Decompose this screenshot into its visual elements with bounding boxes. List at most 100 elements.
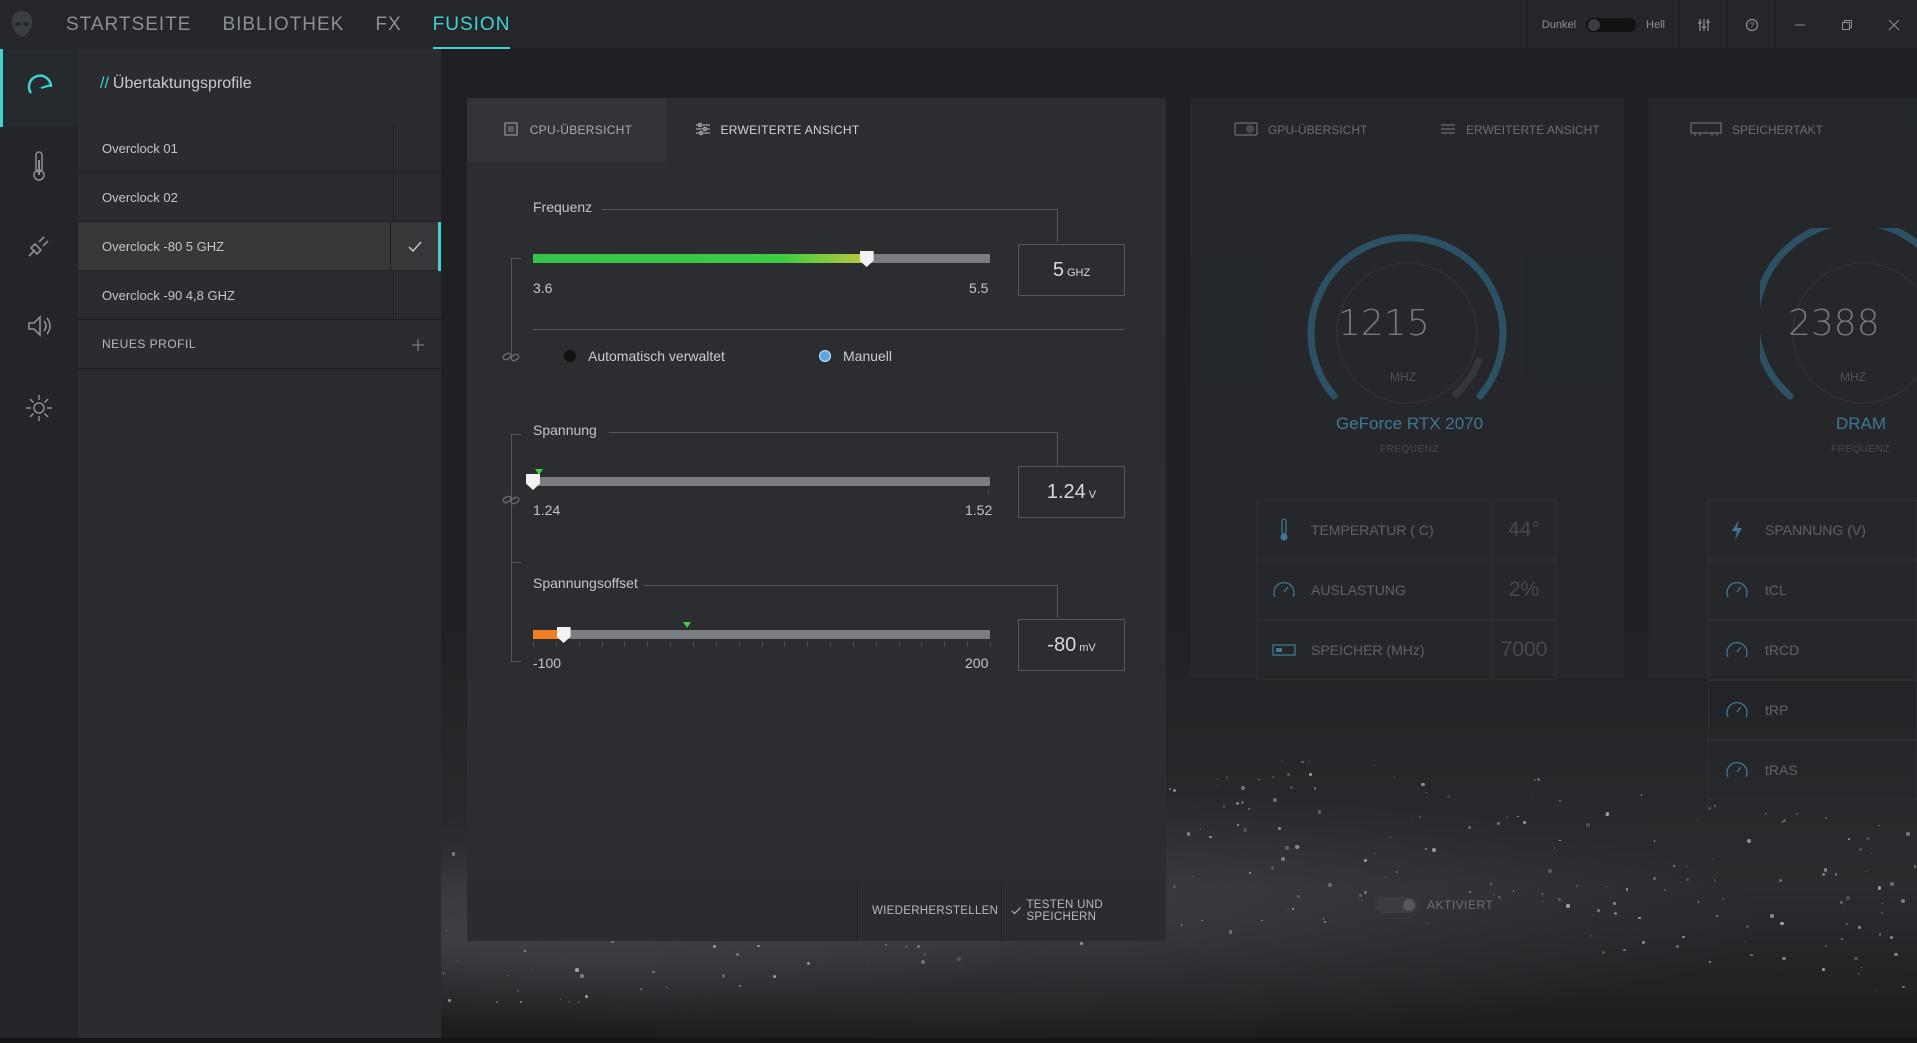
restore-icon[interactable] (1823, 0, 1870, 49)
slider-tick (990, 642, 991, 647)
particle (1605, 886, 1607, 888)
particle (1707, 807, 1711, 811)
restore-button[interactable]: WIEDERHERSTELLEN (857, 881, 1001, 941)
radio-dot-off (564, 350, 576, 362)
particle (1301, 760, 1304, 763)
test-and-save-button[interactable]: TESTEN UND SPEICHERN (1001, 881, 1166, 941)
voltage-max: 1.52 (965, 502, 993, 518)
particle (1292, 907, 1295, 910)
radio-manual[interactable]: Manuell (819, 348, 892, 364)
particle (1548, 869, 1552, 873)
particle (738, 985, 742, 988)
stat-label: tCL (1765, 582, 1787, 598)
profile-item[interactable]: Overclock -90 4,8 GHZ (78, 271, 441, 320)
profile-action[interactable] (393, 124, 441, 173)
frequency-value-field[interactable]: 5 GHZ (1018, 244, 1125, 296)
particle (1225, 776, 1228, 779)
particle (610, 940, 614, 944)
speedometer-icon (27, 74, 52, 94)
voltage-value-field[interactable]: 1.24 V (1018, 466, 1125, 518)
particle (1201, 919, 1203, 922)
slider-tick (988, 489, 989, 494)
particle (1708, 960, 1712, 963)
tab-cpu-advanced[interactable]: ERWEITERTE ANSICHT (667, 98, 887, 162)
plus-icon[interactable] (394, 320, 441, 369)
radio-auto-managed[interactable]: Automatisch verwaltet (564, 348, 725, 364)
stat-value: 44° (1492, 500, 1555, 560)
particle (1840, 938, 1843, 940)
particle (446, 929, 448, 932)
tab-cpu-overview[interactable]: CPU-ÜBERSICHT (467, 98, 667, 162)
slider-tick (578, 642, 580, 647)
rail-audio[interactable] (0, 287, 78, 365)
settings-sliders-icon[interactable] (1680, 0, 1728, 49)
particle (736, 952, 740, 957)
rail-thermal[interactable] (0, 127, 78, 205)
tab-gpu-overview[interactable]: GPU-ÜBERSICHT (1234, 98, 1367, 162)
minimize-icon[interactable] (1776, 0, 1823, 49)
close-icon[interactable] (1870, 0, 1917, 49)
profile-action[interactable] (393, 271, 441, 320)
particle (1640, 794, 1642, 796)
rail-power[interactable] (0, 207, 78, 285)
rail-lighting[interactable] (0, 369, 78, 447)
rail-performance[interactable] (0, 49, 78, 127)
frequency-value: 5 (1052, 258, 1064, 281)
particle (1565, 904, 1570, 909)
particle (1878, 824, 1880, 827)
svg-text:?: ? (1749, 21, 1754, 30)
particle (1228, 930, 1233, 934)
theme-toggle[interactable] (1586, 17, 1637, 32)
particle (1523, 820, 1527, 824)
particle (1663, 889, 1666, 892)
profile-item[interactable]: Overclock 02 (78, 173, 441, 222)
particle (1906, 832, 1910, 836)
gpu-activated-toggle[interactable]: AKTIVIERT (1375, 897, 1493, 913)
particle (523, 950, 526, 953)
profile-item-selected[interactable]: Overclock -80 5 GHZ (78, 222, 441, 271)
frequency-slider[interactable] (533, 254, 990, 263)
particle (1273, 798, 1278, 803)
gpu-stat-temperature: TEMPERATUR ( C) 44° (1256, 500, 1556, 560)
frequency-slider-thumb[interactable] (859, 251, 874, 267)
particle (665, 986, 668, 989)
particle (1261, 920, 1263, 922)
connector-line (511, 258, 521, 259)
nav-fx[interactable]: FX (375, 14, 402, 35)
tab-gpu-advanced[interactable]: ERWEITERTE ANSICHT (1440, 98, 1600, 162)
toggle-switch[interactable] (1375, 897, 1417, 913)
particle (532, 967, 534, 969)
slider-tick (807, 642, 809, 647)
connector-line (511, 661, 521, 662)
nav-fusion[interactable]: FUSION (432, 0, 511, 49)
particle (1554, 847, 1556, 849)
voltage-slider-thumb[interactable] (526, 474, 540, 490)
voltage-slider[interactable] (533, 477, 990, 486)
help-icon[interactable]: ? (1728, 0, 1776, 49)
voltage-offset-slider[interactable] (533, 630, 990, 639)
link-icon (502, 350, 520, 369)
radio-manual-label: Manuell (843, 348, 893, 364)
section-line (1057, 432, 1058, 465)
particle (917, 944, 920, 948)
cpu-footer: WIEDERHERSTELLEN TESTEN UND SPEICHERN (467, 881, 1166, 941)
particle (1778, 878, 1783, 883)
profile-item[interactable]: Overclock 01 (78, 124, 441, 173)
voltage-offset-slider-thumb[interactable] (556, 627, 571, 643)
new-profile-button[interactable]: NEUES PROFIL (78, 320, 441, 369)
particle (584, 995, 588, 999)
particle (1823, 868, 1828, 872)
profiles-list: Overclock 01 Overclock 02 Overclock -80 … (78, 124, 441, 369)
particle (1222, 805, 1225, 808)
particle (1237, 824, 1240, 827)
ram-stat-trp: tRP (1708, 680, 1917, 740)
section-divider (533, 329, 1125, 330)
nav-startseite[interactable]: STARTSEITE (66, 14, 192, 35)
voltage-offset-value-field[interactable]: -80 mV (1018, 619, 1125, 671)
particle (1601, 950, 1606, 955)
profile-action[interactable] (393, 173, 441, 222)
nav-bibliothek[interactable]: BIBLIOTHEK (222, 14, 345, 35)
particle (1846, 896, 1851, 901)
tab-memory-clock[interactable]: SPEICHERTAKT (1690, 98, 1823, 162)
gauge-icon (1709, 760, 1765, 780)
